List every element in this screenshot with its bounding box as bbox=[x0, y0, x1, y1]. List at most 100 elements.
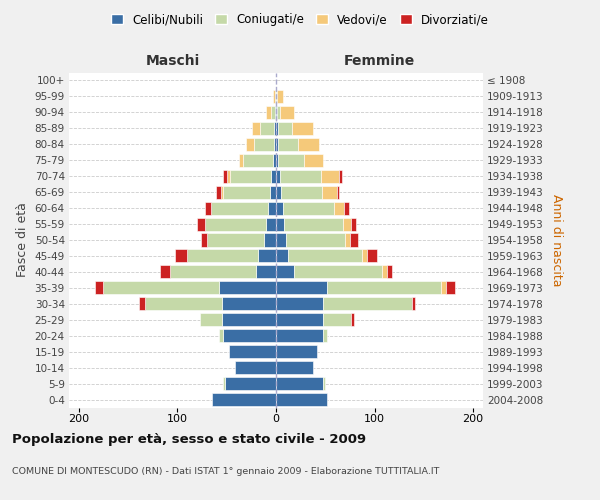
Bar bbox=[197, 218, 205, 230]
Bar bbox=[276, 377, 323, 390]
Bar bbox=[247, 138, 254, 151]
Bar bbox=[276, 393, 327, 406]
Bar bbox=[275, 90, 276, 103]
Bar bbox=[276, 345, 317, 358]
Bar bbox=[286, 234, 345, 246]
Bar bbox=[271, 106, 275, 119]
Bar bbox=[276, 186, 281, 198]
Bar bbox=[170, 266, 256, 278]
Bar bbox=[351, 313, 354, 326]
Bar bbox=[258, 250, 276, 262]
Bar bbox=[276, 218, 284, 230]
Bar bbox=[284, 218, 343, 230]
Bar bbox=[223, 186, 270, 198]
Bar bbox=[351, 218, 356, 230]
Bar bbox=[276, 234, 286, 246]
Bar bbox=[350, 234, 358, 246]
Bar bbox=[139, 298, 145, 310]
Bar bbox=[276, 202, 283, 214]
Bar bbox=[288, 250, 362, 262]
Bar bbox=[216, 186, 221, 198]
Bar bbox=[273, 90, 275, 103]
Bar bbox=[225, 377, 276, 390]
Bar bbox=[273, 154, 276, 167]
Bar bbox=[219, 329, 223, 342]
Bar bbox=[322, 186, 337, 198]
Bar bbox=[276, 266, 294, 278]
Bar bbox=[276, 138, 278, 151]
Bar bbox=[223, 377, 225, 390]
Bar bbox=[268, 202, 276, 214]
Y-axis label: Anni di nascita: Anni di nascita bbox=[550, 194, 563, 286]
Bar bbox=[212, 393, 276, 406]
Bar bbox=[103, 282, 219, 294]
Bar bbox=[229, 345, 276, 358]
Legend: Celibi/Nubili, Coniugati/e, Vedovi/e, Divorziati/e: Celibi/Nubili, Coniugati/e, Vedovi/e, Di… bbox=[106, 8, 494, 31]
Bar bbox=[266, 106, 271, 119]
Bar bbox=[205, 202, 211, 214]
Bar bbox=[323, 377, 325, 390]
Bar bbox=[388, 266, 392, 278]
Bar bbox=[235, 361, 276, 374]
Bar bbox=[292, 122, 313, 135]
Bar bbox=[260, 122, 274, 135]
Bar bbox=[277, 90, 283, 103]
Bar bbox=[205, 218, 266, 230]
Bar bbox=[145, 298, 222, 310]
Text: Popolazione per età, sesso e stato civile - 2009: Popolazione per età, sesso e stato civil… bbox=[12, 432, 366, 446]
Bar bbox=[278, 122, 292, 135]
Bar bbox=[276, 313, 323, 326]
Bar bbox=[281, 186, 322, 198]
Bar bbox=[280, 170, 322, 182]
Bar bbox=[271, 170, 276, 182]
Bar bbox=[345, 234, 350, 246]
Bar bbox=[298, 138, 319, 151]
Bar bbox=[223, 329, 276, 342]
Bar bbox=[264, 234, 276, 246]
Bar bbox=[412, 298, 415, 310]
Bar bbox=[304, 154, 323, 167]
Bar bbox=[334, 202, 344, 214]
Bar bbox=[222, 298, 276, 310]
Bar bbox=[211, 202, 268, 214]
Bar bbox=[254, 138, 274, 151]
Bar bbox=[276, 282, 327, 294]
Bar bbox=[294, 266, 382, 278]
Bar bbox=[200, 313, 222, 326]
Bar bbox=[323, 298, 412, 310]
Y-axis label: Fasce di età: Fasce di età bbox=[16, 202, 29, 278]
Bar bbox=[223, 170, 227, 182]
Bar bbox=[274, 138, 276, 151]
Bar bbox=[446, 282, 455, 294]
Bar bbox=[274, 122, 276, 135]
Bar bbox=[244, 154, 273, 167]
Text: Maschi: Maschi bbox=[145, 54, 200, 68]
Bar bbox=[207, 234, 264, 246]
Bar bbox=[382, 266, 388, 278]
Bar bbox=[270, 186, 276, 198]
Bar bbox=[276, 329, 323, 342]
Text: COMUNE DI MONTESCUDO (RN) - Dati ISTAT 1° gennaio 2009 - Elaborazione TUTTITALIA: COMUNE DI MONTESCUDO (RN) - Dati ISTAT 1… bbox=[12, 468, 439, 476]
Bar bbox=[276, 154, 278, 167]
Bar bbox=[187, 250, 258, 262]
Bar bbox=[323, 313, 351, 326]
Bar bbox=[278, 138, 298, 151]
Bar bbox=[278, 154, 304, 167]
Bar bbox=[256, 266, 276, 278]
Bar bbox=[276, 298, 323, 310]
Bar bbox=[219, 282, 276, 294]
Bar bbox=[337, 186, 339, 198]
Bar bbox=[160, 266, 170, 278]
Bar bbox=[276, 122, 278, 135]
Bar bbox=[276, 361, 313, 374]
Bar bbox=[339, 170, 342, 182]
Bar bbox=[201, 234, 207, 246]
Bar bbox=[440, 282, 446, 294]
Bar bbox=[283, 202, 334, 214]
Bar bbox=[276, 90, 277, 103]
Bar bbox=[253, 122, 260, 135]
Bar bbox=[276, 106, 277, 119]
Bar bbox=[221, 186, 223, 198]
Bar bbox=[343, 218, 351, 230]
Bar bbox=[276, 170, 280, 182]
